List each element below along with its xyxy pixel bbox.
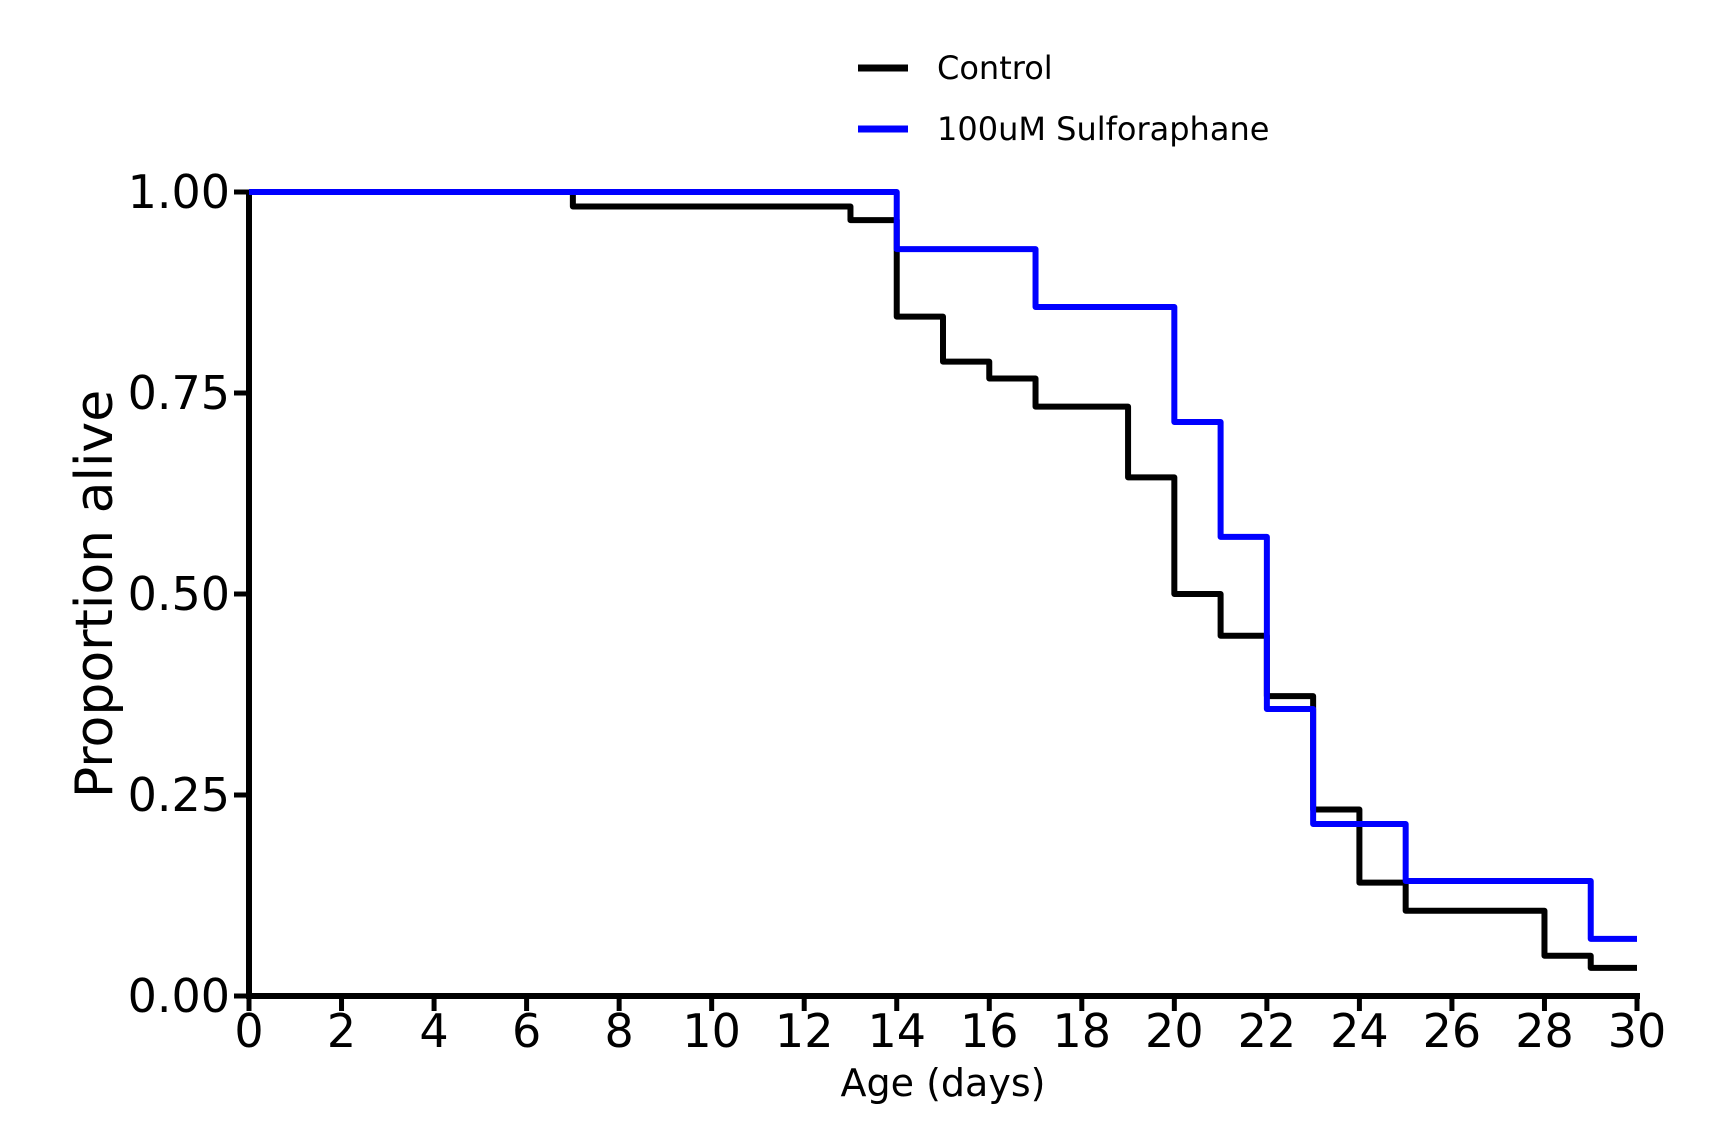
x-tick-label: 28 <box>1515 1004 1574 1058</box>
series-curves <box>249 189 1637 971</box>
x-tick-label: 4 <box>419 1004 448 1058</box>
legend-label-control: Control <box>937 49 1053 87</box>
sulforaphane-curve <box>249 189 1637 942</box>
legend-label-sulforaphane: 100uM Sulforaphane <box>937 110 1269 148</box>
x-tick-label: 10 <box>682 1004 741 1058</box>
legend: Control 100uM Sulforaphane <box>858 49 1269 148</box>
y-tick-label: 0.50 <box>128 567 230 621</box>
y-tick-label: 0.75 <box>128 366 230 420</box>
x-tick-label: 22 <box>1238 1004 1297 1058</box>
x-tick-label: 18 <box>1053 1004 1112 1058</box>
y-ticks: 1.00 0.75 0.50 0.25 0.00 <box>128 165 249 1023</box>
x-ticks: 0 2 4 6 8 10 12 14 16 18 20 22 24 26 28 30 <box>234 996 1666 1058</box>
x-tick-label: 2 <box>327 1004 356 1058</box>
axis-spines <box>246 192 1640 999</box>
y-tick-label: 1.00 <box>128 165 230 219</box>
x-tick-label: 6 <box>512 1004 541 1058</box>
legend-item-control: Control <box>858 49 1053 87</box>
y-tick-label: 0.25 <box>128 768 230 822</box>
x-tick-label: 8 <box>604 1004 633 1058</box>
x-tick-label: 20 <box>1145 1004 1204 1058</box>
x-tick-label: 12 <box>775 1004 834 1058</box>
x-tick-label: 30 <box>1608 1004 1667 1058</box>
x-tick-label: 16 <box>960 1004 1019 1058</box>
control-curve <box>249 189 1637 971</box>
x-tick-label: 0 <box>234 1004 263 1058</box>
x-tick-label: 26 <box>1423 1004 1482 1058</box>
axes: 0 2 4 6 8 10 12 14 16 18 20 22 24 26 28 30 1.000.750.50… <box>65 165 1666 1105</box>
x-tick-label: 24 <box>1330 1004 1389 1058</box>
y-tick-label: 0.00 <box>128 969 230 1023</box>
x-tick-label: 14 <box>867 1004 926 1058</box>
legend-item-sulforaphane: 100uM Sulforaphane <box>858 110 1269 148</box>
y-axis-label: Proportion alive <box>65 390 125 798</box>
x-axis-label: Age (days) <box>841 1061 1046 1105</box>
